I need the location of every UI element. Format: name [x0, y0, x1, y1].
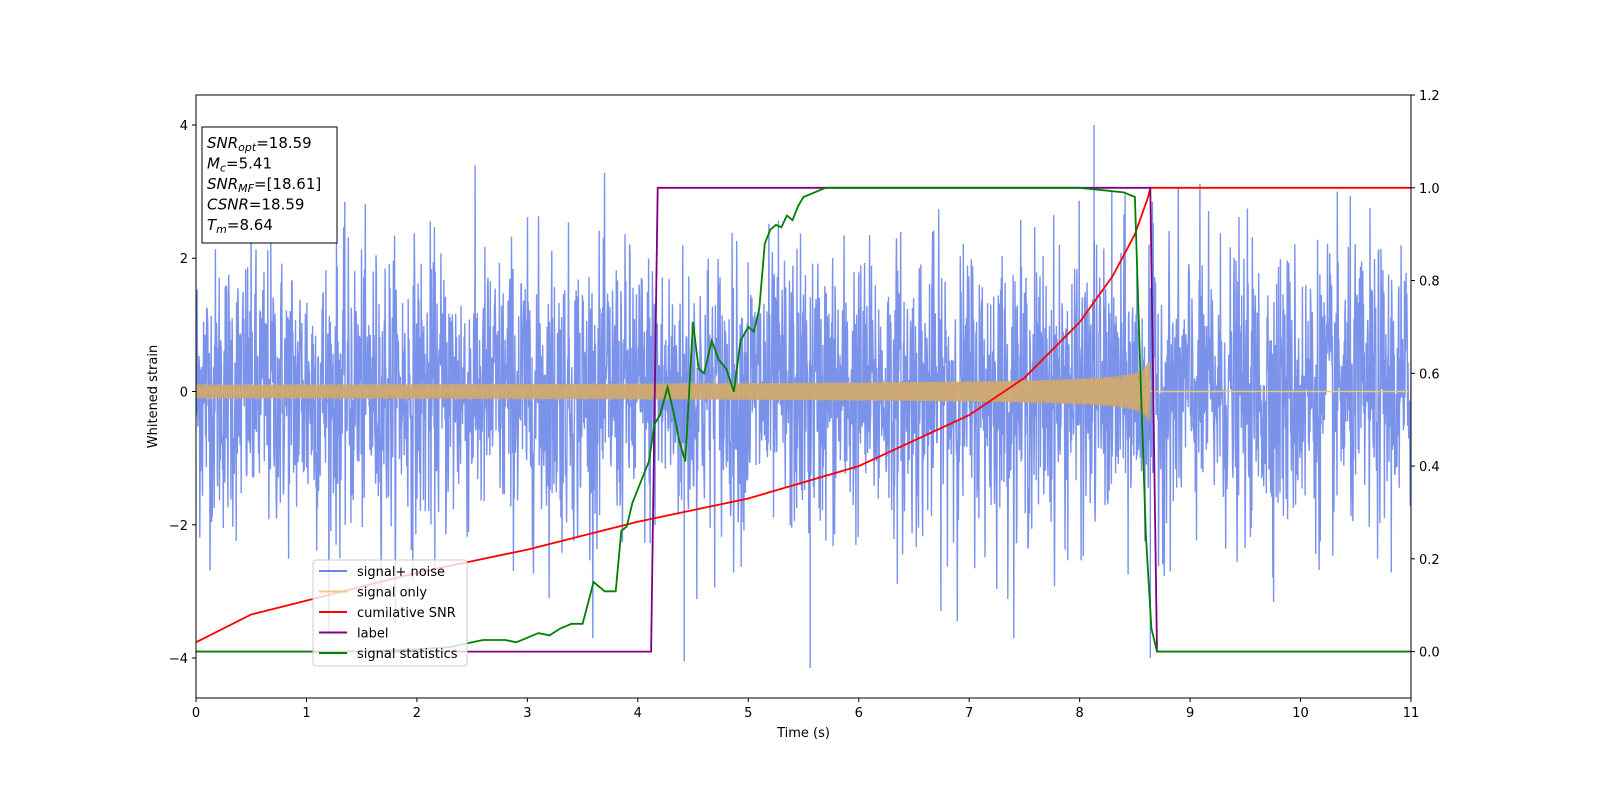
y-left-tick-label: 0	[180, 386, 188, 401]
legend-label: signal+ noise	[357, 565, 445, 580]
y-left-tick-label: −4	[169, 652, 188, 667]
x-tick-label: 9	[1186, 706, 1194, 721]
x-tick-label: 3	[523, 706, 531, 721]
x-tick-label: 1	[302, 706, 310, 721]
x-tick-label: 11	[1403, 706, 1420, 721]
series-signal-noise	[196, 165, 1411, 639]
x-tick-label: 10	[1292, 706, 1309, 721]
annotation-line: Mc=5.41	[207, 155, 272, 175]
legend-label: cumilative SNR	[357, 606, 456, 621]
y-right-tick-label: 0.0	[1419, 646, 1440, 661]
annotation-box: SNRopt=18.59Mc=5.41SNRMF=[18.61]CSNR=18.…	[201, 126, 338, 244]
legend-label: signal only	[357, 586, 427, 601]
annotation-line: CSNR=18.59	[207, 196, 304, 214]
y-left-tick-label: 4	[180, 119, 188, 134]
x-tick-label: 5	[744, 706, 752, 721]
y-right-tick-label: 1.0	[1419, 182, 1440, 197]
x-tick-label: 0	[192, 706, 200, 721]
y-right-tick-label: 0.2	[1419, 553, 1440, 568]
plot-area	[196, 124, 1411, 669]
x-tick-label: 8	[1075, 706, 1083, 721]
x-tick-label: 6	[855, 706, 863, 721]
legend-frame	[312, 559, 468, 667]
y-left-tick-label: 2	[180, 252, 188, 267]
y-left-tick-label: −2	[169, 519, 188, 534]
annotation-line: Tm=8.64	[207, 216, 273, 236]
y-right-tick-label: 0.6	[1419, 367, 1440, 382]
y-right-tick-label: 0.4	[1419, 460, 1440, 475]
x-tick-label: 2	[413, 706, 421, 721]
legend-label: label	[357, 627, 388, 642]
y-right-tick-label: 1.2	[1419, 89, 1440, 104]
x-axis-label: Time (s)	[776, 726, 830, 741]
annotation-line: SNRMF=[18.61]	[207, 175, 321, 195]
y-axis-label: Whitened strain	[146, 345, 161, 448]
legend: signal+ noise signal only cumilative SNR la…	[312, 559, 468, 667]
x-tick-label: 4	[634, 706, 642, 721]
signal-only-envelope	[196, 361, 1151, 422]
annotation-frame	[201, 126, 338, 244]
axes-frame	[195, 94, 1412, 699]
legend-label: signal statistics	[357, 647, 458, 662]
annotation-line: SNRopt=18.59	[207, 134, 312, 154]
axes-ticks: 0 1 2 3 4 5 6 7 8 9 10 11 −4 −2 0 2 4 0.0 0.2 0.4 0.6 0.8 1.0 1…	[169, 89, 1440, 721]
y-right-tick-label: 0.8	[1419, 275, 1440, 290]
series-signal-statistics	[196, 186, 1411, 653]
x-tick-label: 7	[965, 706, 973, 721]
